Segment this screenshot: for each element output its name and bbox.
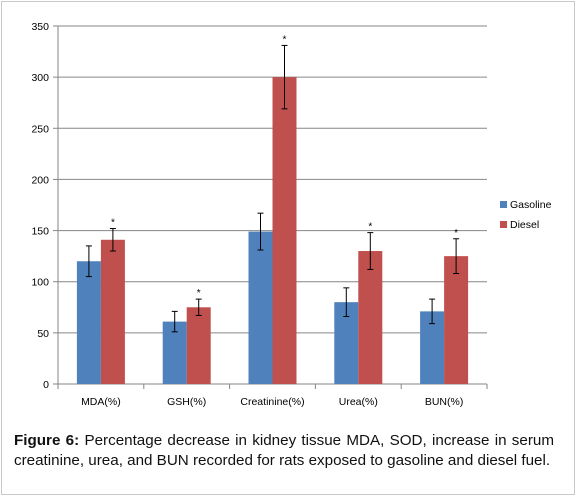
y-tick-label: 300 (31, 72, 49, 84)
significance-marker: * (454, 228, 458, 239)
significance-marker: * (283, 34, 287, 45)
y-tick-label: 350 (31, 21, 49, 33)
x-tick-label: BUN(%) (425, 396, 464, 408)
y-tick-label: 150 (31, 226, 49, 238)
bar-diesel (100, 239, 125, 384)
significance-marker: * (368, 222, 372, 233)
legend-label: Diesel (510, 219, 539, 231)
x-tick-label: MDA(%) (81, 396, 121, 408)
bar-gasoline (76, 261, 101, 384)
bar-diesel (444, 256, 469, 384)
x-tick-label: Creatinine(%) (240, 396, 304, 408)
y-tick-label: 50 (37, 328, 49, 340)
y-tick-label: 250 (31, 123, 49, 135)
y-tick-label: 200 (31, 174, 49, 186)
bar-chart: 0 50 100 150 200 250 300 350 * MDA(%) * GSH(%) * Crea… (31, 21, 552, 408)
caption-label: Figure 6: (14, 432, 80, 449)
bar-diesel (358, 251, 383, 384)
bar-diesel (186, 307, 211, 384)
significance-marker: * (197, 288, 201, 299)
legend-label: Gasoline (510, 199, 552, 211)
legend-swatch (500, 201, 507, 208)
legend-swatch (500, 221, 507, 228)
x-tick-label: GSH(%) (167, 396, 206, 408)
bar-diesel (272, 77, 297, 385)
significance-marker: * (111, 218, 115, 229)
figure-caption: Figure 6: Percentage decrease in kidney … (14, 431, 554, 471)
x-tick-label: Urea(%) (339, 396, 378, 408)
caption-text: Percentage decrease in kidney tissue MDA… (14, 432, 554, 469)
y-tick-label: 0 (43, 379, 49, 391)
y-tick-label: 100 (31, 277, 49, 289)
bar-gasoline (248, 231, 273, 384)
